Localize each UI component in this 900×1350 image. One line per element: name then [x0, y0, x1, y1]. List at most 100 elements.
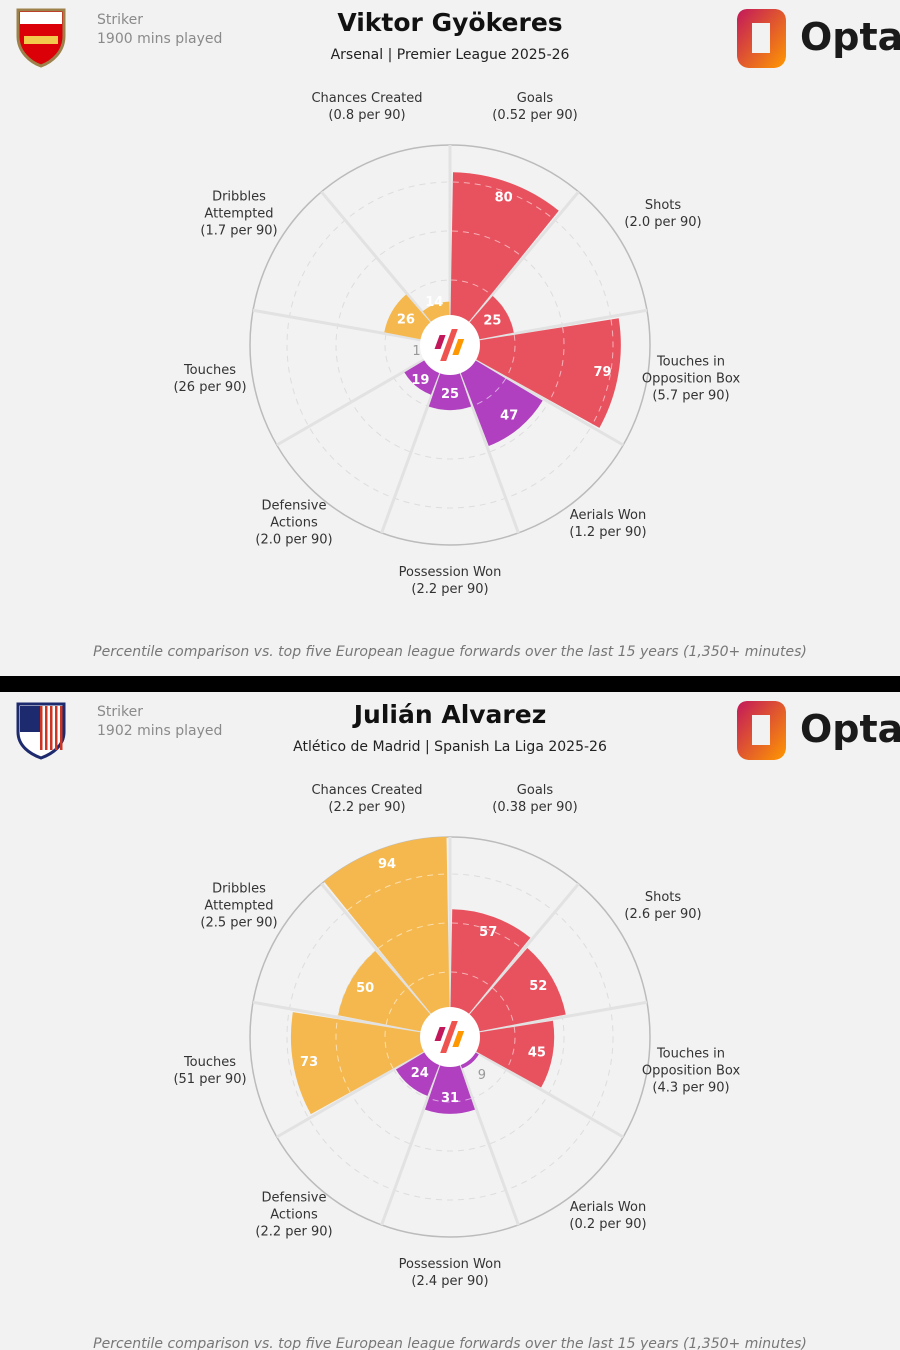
position-label: Striker — [97, 704, 143, 720]
axis-label: Touches (26 per 90) — [173, 362, 246, 396]
spoke — [276, 1035, 451, 1139]
polar-chart: 57 52 45 9 31 24 73 50 94 — [249, 836, 651, 1238]
minutes-played: 1902 mins played — [97, 723, 223, 739]
value-label: 73 — [300, 1055, 318, 1070]
value-label: 80 — [495, 191, 513, 206]
value-label: 57 — [479, 925, 497, 940]
bar-gridline — [377, 922, 449, 949]
per90-value: (0.38 per 90) — [492, 800, 578, 815]
per90-value: (2.0 per 90) — [624, 215, 702, 230]
player-name: Julián Alvarez — [353, 700, 547, 729]
value-label: 19 — [411, 373, 429, 388]
axis-label: Shots (2.0 per 90) — [624, 197, 701, 231]
center-logo-icon — [434, 329, 465, 361]
center-logo-icon — [434, 1021, 465, 1053]
axis-label: Dribbles Attempted (1.7 per 90) — [200, 189, 277, 240]
bar-gridline — [452, 181, 553, 219]
axis-label: Chances Created (0.8 per 90) — [311, 90, 422, 124]
arsenal-crest — [16, 8, 66, 68]
axis-label: Possession Won (2.4 per 90) — [399, 1256, 502, 1290]
per90-value: (2.2 per 90) — [255, 1224, 333, 1240]
category-name: Dribbles Attempted — [204, 881, 274, 914]
bar-gridline — [506, 334, 516, 377]
per90-value: (2.0 per 90) — [255, 532, 333, 548]
bar-gridline — [592, 319, 614, 425]
spoke — [320, 882, 452, 1038]
axis-label: Shots (2.6 per 90) — [624, 889, 701, 923]
spoke — [448, 882, 580, 1038]
axis-label: Chances Created (2.2 per 90) — [311, 782, 422, 816]
axis-label: Defensive Actions (2.0 per 90) — [255, 498, 332, 549]
category-name: Aerials Won — [569, 508, 647, 523]
per90-value: (2.2 per 90) — [411, 582, 489, 597]
footnote: Percentile comparison vs. top five Europ… — [93, 1336, 807, 1350]
value-label: 31 — [441, 1091, 459, 1106]
category-name: Touches — [183, 363, 237, 378]
bar-shots — [450, 948, 566, 1037]
spoke — [380, 344, 452, 534]
spoke — [449, 1035, 624, 1139]
value-label: 47 — [500, 409, 518, 424]
category-name: Possession Won — [398, 1257, 502, 1272]
spoke — [380, 1036, 452, 1226]
spoke — [252, 1000, 451, 1039]
bar-gridline — [506, 1026, 516, 1069]
value-label: 45 — [528, 1045, 546, 1060]
value-label: 50 — [356, 981, 374, 996]
spoke — [320, 190, 452, 346]
bar-possession-won — [428, 345, 472, 410]
category-name: Possession Won — [398, 565, 502, 580]
category-name: Goals — [516, 783, 554, 798]
axis-label: Touches in Opposition Box (5.7 per 90) — [642, 354, 740, 405]
bar-gridline — [473, 378, 507, 407]
value-label: 9 — [478, 1068, 486, 1083]
value-label: 1 — [412, 344, 420, 359]
category-name: Chances Created — [311, 91, 423, 106]
value-label: 14 — [425, 295, 443, 310]
value-label: 79 — [593, 365, 611, 380]
axis-label: Possession Won (2.2 per 90) — [399, 564, 502, 598]
opta-logo-icon — [737, 701, 786, 760]
per90-value: (2.4 per 90) — [411, 1274, 489, 1289]
axis-label: Aerials Won (0.2 per 90) — [569, 1199, 646, 1233]
category-name: Defensive Actions — [261, 498, 327, 531]
bar-gridline — [428, 1097, 472, 1103]
spoke — [252, 308, 451, 347]
per90-value: (2.5 per 90) — [200, 915, 278, 931]
axis-label: Goals (0.52 per 90) — [492, 90, 578, 124]
bar-gridline — [347, 873, 448, 911]
player-role: Striker 1902 mins played — [97, 703, 222, 741]
category-name: Touches in Opposition Box — [641, 354, 741, 387]
axis-label: Touches (51 per 90) — [173, 1054, 246, 1088]
axis-label: Defensive Actions (2.2 per 90) — [255, 1190, 332, 1241]
team-competition: Arsenal | Premier League 2025-26 — [330, 47, 570, 63]
bar-gridline — [451, 279, 492, 295]
per90-value: (4.3 per 90) — [652, 1080, 730, 1096]
per90-value: (1.7 per 90) — [200, 223, 278, 239]
bar-goals — [450, 909, 531, 1037]
bar-gridline — [384, 1026, 394, 1069]
per90-value: (2.2 per 90) — [328, 800, 406, 815]
category-name: Defensive Actions — [261, 1190, 327, 1223]
per90-value: (26 per 90) — [173, 380, 247, 395]
per90-value: (0.2 per 90) — [569, 1217, 647, 1232]
value-label: 25 — [441, 387, 459, 402]
bar-gridline — [385, 987, 408, 1025]
team-competition: Atlético de Madrid | Spanish La Liga 202… — [293, 739, 607, 755]
bar-gridline — [335, 1019, 351, 1093]
category-name: Goals — [516, 91, 554, 106]
axis-label: Aerials Won (1.2 per 90) — [569, 507, 646, 541]
spoke — [448, 190, 580, 346]
category-name: Touches in Opposition Box — [641, 1046, 741, 1079]
spoke — [449, 343, 624, 447]
per90-value: (51 per 90) — [173, 1072, 247, 1087]
value-label: 25 — [483, 314, 501, 329]
bar-gridline — [492, 987, 515, 1025]
bar-aerials-won — [450, 345, 543, 446]
polar-chart: 80 25 79 47 25 19 1 26 14 — [249, 144, 651, 546]
per90-value: (5.7 per 90) — [652, 388, 730, 404]
bar-goals — [450, 172, 559, 345]
opta-logo-icon — [737, 9, 786, 68]
axis-label: Dribbles Attempted (2.5 per 90) — [200, 881, 277, 932]
spoke — [449, 308, 648, 347]
